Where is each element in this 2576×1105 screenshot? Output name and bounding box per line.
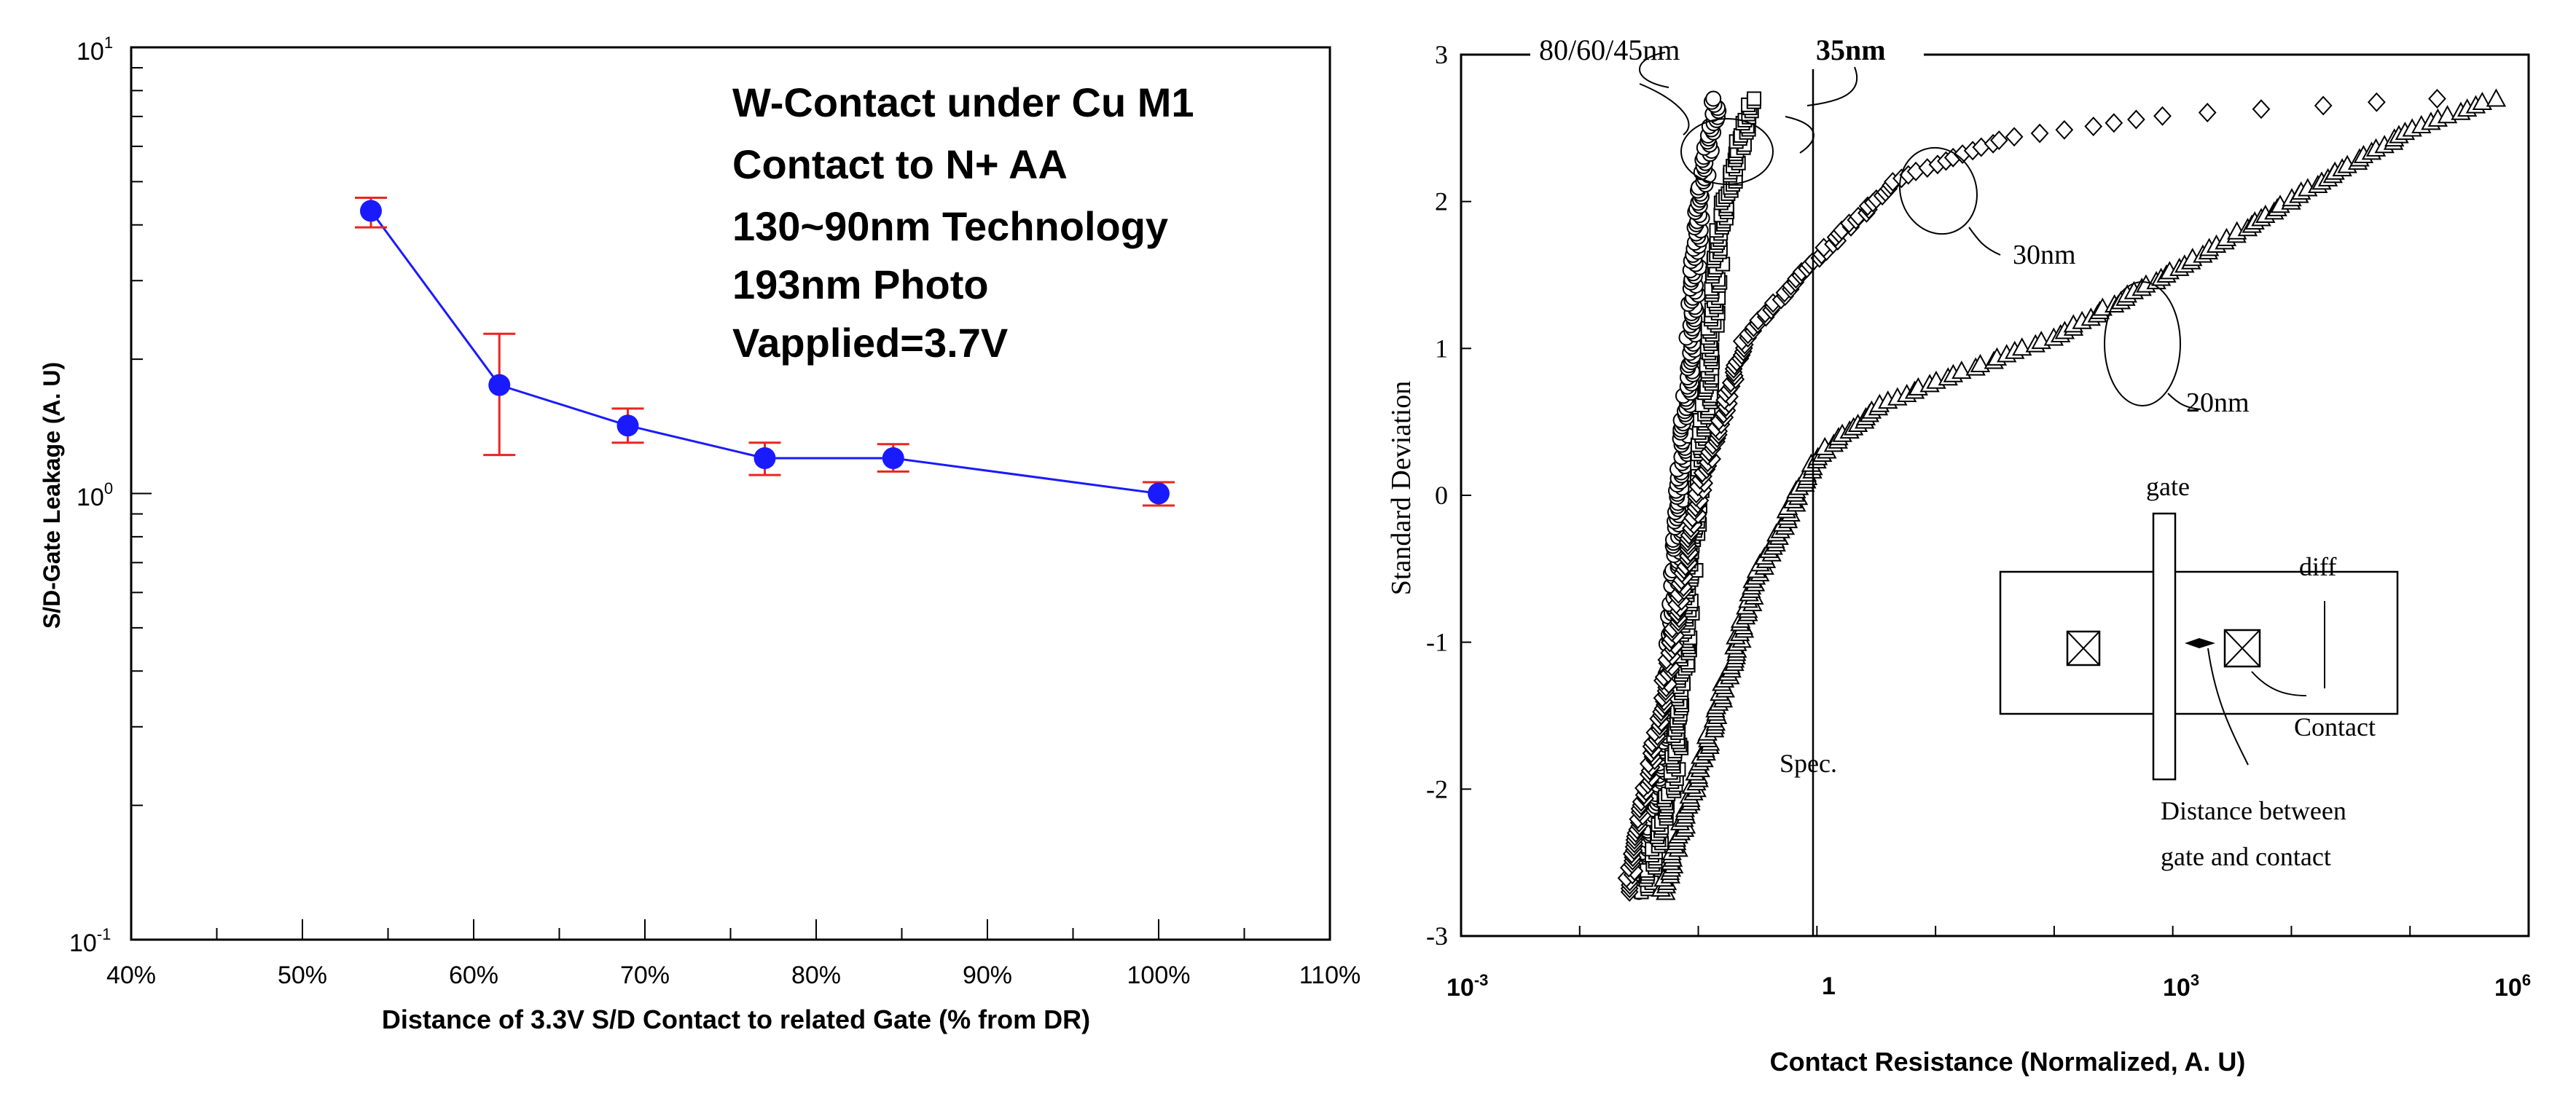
annotation-line-1: W-Contact under Cu M1 — [732, 79, 1194, 125]
left-xtick-label: 90% — [963, 962, 1012, 989]
right-x-ticks — [1460, 926, 2529, 936]
leakage-point — [882, 447, 904, 470]
right-y-ticks — [1461, 54, 1471, 937]
gate-label: gate — [2146, 472, 2190, 501]
leader-30nm — [1968, 227, 2001, 256]
marker-diamond — [2055, 119, 2074, 140]
marker-diamond — [2428, 89, 2446, 109]
leakage-chart: 101 100 10-1 40% 50% 60% 70% 80% 90% 100% 110% … — [39, 34, 1361, 1034]
marker-diamond — [2153, 106, 2172, 126]
marker-triangle — [2486, 88, 2507, 107]
left-y-ticks — [131, 47, 152, 940]
right-xtick-right: 106 — [2494, 971, 2531, 1002]
right-y-tick-labels: 3 2 1 0 -1 -2 -3 — [1426, 40, 1448, 951]
annotation-line-3: 130~90nm Technology — [732, 203, 1168, 249]
left-ytick-top: 101 — [77, 34, 113, 66]
right-ytick-label: 0 — [1435, 481, 1448, 510]
ellipse-20nm — [2104, 281, 2181, 406]
left-annotation-block: W-Contact under Cu M1 Contact to N+ AA 1… — [732, 79, 1194, 366]
right-ytick-label: 2 — [1435, 187, 1448, 216]
marker-diamond — [2005, 127, 2024, 147]
label-35nm: 35nm — [1816, 34, 1886, 66]
leakage-series — [355, 197, 1175, 507]
marker-square — [1747, 91, 1762, 106]
annotation-line-2: Contact to N+ AA — [732, 141, 1068, 187]
leakage-point — [616, 414, 639, 437]
annotation-line-4: 193nm Photo — [732, 261, 989, 307]
marker-diamond — [1989, 130, 2008, 151]
contact-label: Contact — [2294, 712, 2376, 742]
left-xtick-label: 40% — [106, 962, 156, 989]
marker-triangle — [2472, 91, 2493, 111]
leakage-point — [1148, 482, 1170, 505]
top-label-backdrop — [1530, 33, 1924, 69]
distance-pointer — [2207, 648, 2249, 766]
left-xtick-label: 80% — [791, 962, 841, 989]
right-y-axis-title: Standard Deviation — [1386, 381, 1417, 595]
left-y-axis-title: S/D-Gate Leakage (A. U) — [39, 362, 65, 629]
right-ytick-label: -3 — [1426, 921, 1448, 951]
left-xtick-label: 110% — [1299, 962, 1361, 989]
left-ytick-bottom: 10-1 — [69, 925, 111, 957]
leakage-point — [753, 447, 776, 470]
bracket-35nm — [1785, 66, 1858, 154]
right-ytick-label: 3 — [1435, 40, 1448, 69]
gate-region — [2152, 512, 2177, 781]
right-xtick-left: 10-3 — [1446, 971, 1488, 1002]
marker-diamond — [2198, 103, 2217, 123]
leader-20nm — [2167, 393, 2201, 410]
label-80-60-45nm: 80/60/45nm — [1539, 34, 1680, 66]
resistance-series — [1617, 88, 2507, 902]
annotation-line-5: Vapplied=3.7V — [732, 320, 1008, 366]
marker-triangle — [1970, 353, 1991, 373]
right-plot-frame — [1460, 53, 2530, 937]
leakage-point — [488, 374, 511, 396]
left-xtick-label: 70% — [620, 962, 670, 989]
left-x-axis-title: Distance of 3.3V S/D Contact to related … — [382, 1004, 1090, 1034]
marker-diamond — [2368, 92, 2386, 112]
left-ytick-mid: 100 — [77, 479, 113, 511]
series-20nm — [1651, 88, 2507, 900]
right-x-axis-title: Contact Resistance (Normalized, A. U) — [1770, 1047, 2246, 1077]
leakage-line — [369, 210, 1159, 495]
marker-circle — [1705, 90, 1722, 107]
right-ytick-label: 1 — [1435, 334, 1448, 363]
right-xtick-mid2: 103 — [2163, 971, 2199, 1002]
distance-label-line2: gate and contact — [2161, 842, 2331, 871]
marker-diamond — [2105, 113, 2123, 133]
contact-resistance-chart: 3 2 1 0 -1 -2 -3 10-3 1 103 106 Contact Resist… — [1386, 33, 2531, 1077]
leakage-point — [360, 200, 382, 222]
marker-diamond — [2084, 117, 2103, 137]
marker-triangle — [1951, 361, 1972, 380]
distance-label-line1: Distance between — [2161, 796, 2346, 825]
marker-diamond — [2127, 109, 2145, 130]
marker-triangle — [2437, 105, 2458, 124]
distance-arrow — [2185, 638, 2215, 648]
left-xtick-label: 50% — [278, 962, 327, 989]
contact-right-icon — [2223, 629, 2261, 668]
label-30nm: 30nm — [2013, 240, 2076, 270]
right-ytick-label: -1 — [1426, 628, 1448, 657]
left-x-tick-labels: 40% 50% 60% 70% 80% 90% 100% 110% — [106, 962, 1361, 989]
series-30nm — [1617, 89, 2446, 902]
contact-pointer — [2251, 671, 2307, 696]
right-xtick-mid: 1 — [1822, 972, 1836, 1000]
right-ytick-label: -2 — [1426, 774, 1448, 803]
ellipse-small-nodes — [1680, 118, 1774, 185]
bracket-80-60-45 — [1639, 52, 1690, 135]
marker-diamond — [2030, 123, 2049, 143]
diff-label: diff — [2299, 552, 2336, 581]
contact-left-icon — [2066, 630, 2101, 666]
left-x-ticks — [130, 919, 1331, 940]
left-xtick-label: 100% — [1127, 962, 1191, 989]
marker-diamond — [2252, 99, 2271, 119]
device-inset: gate diff Contact Distance between gate … — [1999, 472, 2399, 871]
left-xtick-label: 60% — [449, 962, 498, 989]
spec-label: Spec. — [1780, 749, 1837, 778]
ellipse-30nm — [1899, 146, 1978, 235]
label-20nm: 20nm — [2186, 388, 2250, 418]
marker-diamond — [2314, 95, 2333, 116]
